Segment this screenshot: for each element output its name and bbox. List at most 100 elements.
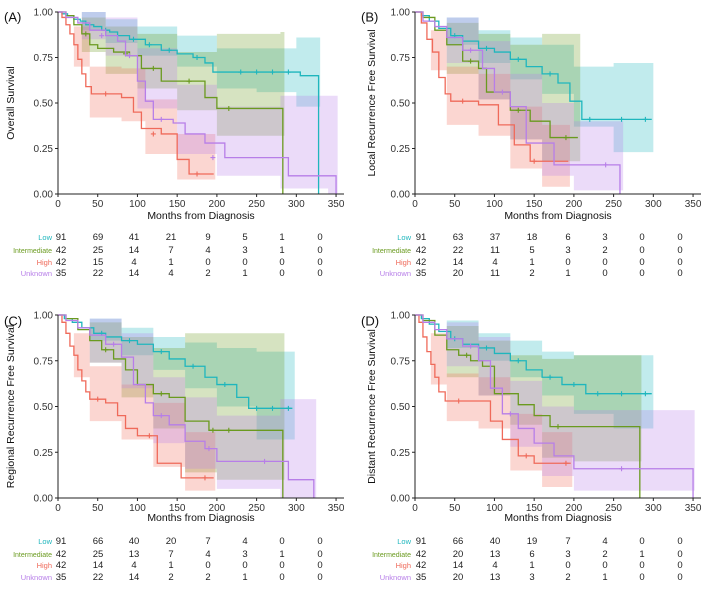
risk-count-cell: 7: [168, 549, 173, 560]
risk-count-cell: 0: [677, 549, 682, 560]
x-tick-label: 300: [645, 199, 662, 210]
risk-count-cell: 4: [131, 257, 136, 268]
x-tick-label: 100: [486, 199, 503, 210]
risk-count-cell: 0: [279, 257, 284, 268]
censor-mark-intermediate: [563, 135, 569, 141]
risk-count-cell: 20: [453, 549, 464, 560]
risk-count-cell: 0: [677, 536, 682, 547]
risk-count-cell: 1: [565, 268, 570, 279]
risk-count-cell: 15: [93, 257, 104, 268]
km-panel-a: (A) Overall Survival Months from Diagnosis…: [4, 8, 345, 280]
risk-group-label: High: [396, 258, 411, 267]
risk-count-cell: 91: [56, 536, 67, 547]
risk-count-cell: 0: [317, 257, 322, 268]
x-tick-label: 200: [209, 199, 226, 210]
ci-band-high: [58, 12, 216, 191]
risk-count-cell: 5: [242, 232, 247, 243]
risk-count-cell: 91: [416, 536, 427, 547]
risk-count-cell: 18: [527, 232, 538, 243]
y-tick-label: 0.25: [391, 448, 411, 459]
risk-group-label: Intermediate: [13, 248, 52, 255]
censor-mark-low: [619, 116, 625, 122]
x-tick-label: 50: [449, 199, 461, 210]
km-curve-high: [58, 314, 214, 479]
risk-count-cell: 0: [639, 560, 644, 571]
risk-count-cell: 0: [677, 560, 682, 571]
y-tick-label: 0.00: [391, 494, 411, 505]
x-tick-label: 250: [248, 199, 265, 210]
x-axis-title: Months from Diagnosis: [504, 210, 611, 222]
risk-count-cell: 14: [129, 572, 140, 583]
risk-count-cell: 42: [56, 549, 67, 560]
y-tick-label: 1.00: [34, 8, 54, 19]
risk-group-label: Low: [38, 537, 52, 546]
ci-band-low: [58, 12, 321, 194]
risk-count-cell: 2: [168, 572, 173, 583]
risk-count-cell: 0: [602, 560, 607, 571]
x-tick-label: 0: [412, 503, 418, 514]
risk-count-cell: 0: [317, 549, 322, 560]
risk-count-cell: 7: [565, 536, 570, 547]
censor-mark-unknown: [468, 47, 474, 53]
ci-band-high: [415, 315, 573, 488]
y-tick-label: 0.00: [34, 190, 54, 201]
risk-count-cell: 0: [602, 268, 607, 279]
censor-mark-low: [222, 382, 228, 388]
panel-label: (A): [4, 10, 21, 25]
risk-count-cell: 19: [527, 536, 538, 547]
risk-count-cell: 1: [242, 268, 247, 279]
risk-count-cell: 22: [93, 268, 104, 279]
risk-count-cell: 42: [56, 560, 67, 571]
risk-count-cell: 5: [529, 245, 534, 256]
censor-mark-unknown: [468, 343, 474, 349]
risk-count-cell: 66: [453, 536, 464, 547]
censor-mark-high: [460, 98, 466, 104]
risk-count-cell: 0: [565, 257, 570, 268]
risk-count-cell: 4: [242, 536, 247, 547]
risk-count-cell: 2: [205, 572, 210, 583]
ci-band-low: [415, 315, 654, 429]
risk-count-cell: 91: [416, 232, 427, 243]
km-panel-d: (D)Distant Recurrence Free Survival Month…: [361, 311, 702, 584]
risk-count-cell: 42: [56, 257, 67, 268]
x-tick-label: 200: [566, 503, 583, 514]
y-tick-label: 0.50: [391, 99, 411, 110]
km-curve-high: [58, 11, 214, 175]
x-tick-label: 0: [55, 199, 61, 210]
x-tick-label: 100: [486, 503, 503, 514]
x-tick-label: 250: [248, 503, 265, 514]
ci-band-intermediate: [415, 315, 642, 462]
x-tick-label: 350: [685, 199, 702, 210]
risk-count-cell: 1: [529, 257, 534, 268]
censor-mark-low: [515, 56, 521, 62]
risk-count-cell: 35: [416, 268, 427, 279]
censor-mark-low: [190, 363, 196, 369]
risk-count-cell: 0: [639, 572, 644, 583]
risk-group-label: Intermediate: [372, 248, 411, 255]
y-tick-label: 0.75: [391, 356, 411, 367]
risk-count-cell: 0: [677, 257, 682, 268]
censor-mark-high: [523, 453, 529, 459]
x-tick-label: 300: [288, 503, 305, 514]
risk-count-cell: 9: [205, 232, 210, 243]
censor-mark-high: [150, 131, 156, 137]
x-tick-label: 150: [169, 199, 186, 210]
risk-count-cell: 3: [602, 232, 607, 243]
risk-count-cell: 1: [602, 572, 607, 583]
risk-count-cell: 0: [317, 268, 322, 279]
x-tick-label: 50: [92, 503, 104, 514]
risk-count-cell: 3: [565, 549, 570, 560]
censor-mark-high: [194, 171, 200, 177]
risk-count-cell: 63: [453, 232, 464, 243]
risk-count-cell: 14: [129, 245, 140, 256]
risk-count-cell: 0: [602, 257, 607, 268]
risk-count-cell: 0: [279, 536, 284, 547]
y-tick-label: 1.00: [34, 311, 54, 322]
risk-count-cell: 14: [453, 257, 464, 268]
risk-count-cell: 1: [279, 549, 284, 560]
risk-count-cell: 22: [453, 245, 464, 256]
risk-group-label: Unknown: [21, 573, 52, 582]
risk-group-label: Intermediate: [372, 552, 411, 559]
censor-mark-unknown: [158, 116, 164, 122]
risk-count-cell: 1: [529, 560, 534, 571]
